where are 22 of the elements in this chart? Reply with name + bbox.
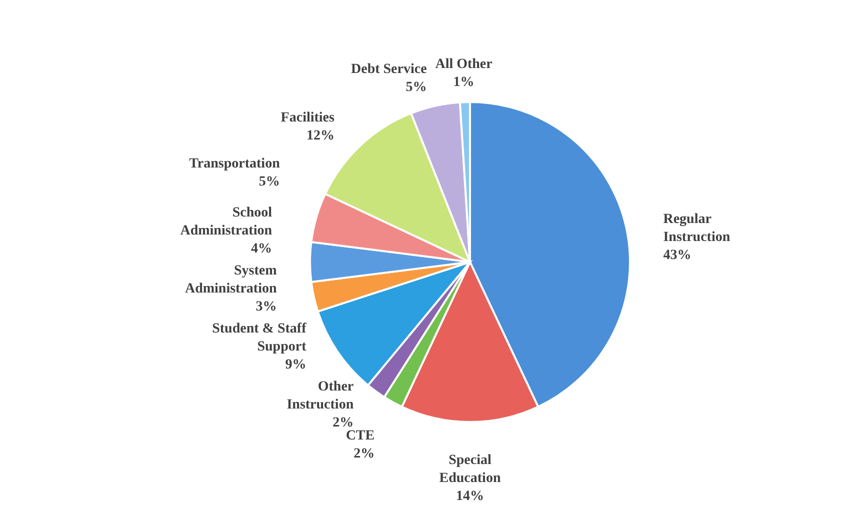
data-label: 1% xyxy=(453,75,474,90)
data-label: 43% xyxy=(663,248,692,263)
data-label: 4% xyxy=(251,242,272,257)
slice-label: School Administration xyxy=(180,206,272,239)
slice-label: Facilities xyxy=(280,110,336,126)
slice-label: Special Education xyxy=(439,453,501,486)
slice-label: Regular Instruction xyxy=(663,212,730,245)
slice-label: CTE xyxy=(346,428,375,444)
slice-label: Debt Service xyxy=(350,62,427,77)
slice-label: Student & Staff Support xyxy=(212,322,307,355)
data-label: 14% xyxy=(456,489,484,504)
data-label: 5% xyxy=(258,174,280,190)
data-label: 12% xyxy=(306,128,334,144)
slice-label: Transportation xyxy=(189,156,280,172)
data-label: 2% xyxy=(332,416,354,431)
slice-label: All Other xyxy=(435,57,492,72)
data-label: 2% xyxy=(354,446,375,462)
data-label: 5% xyxy=(406,80,427,95)
data-label: 9% xyxy=(285,358,306,373)
slice-label: Other Instruction xyxy=(286,380,354,413)
data-label: 3% xyxy=(256,300,277,315)
slice-label: System Administration xyxy=(184,264,278,297)
